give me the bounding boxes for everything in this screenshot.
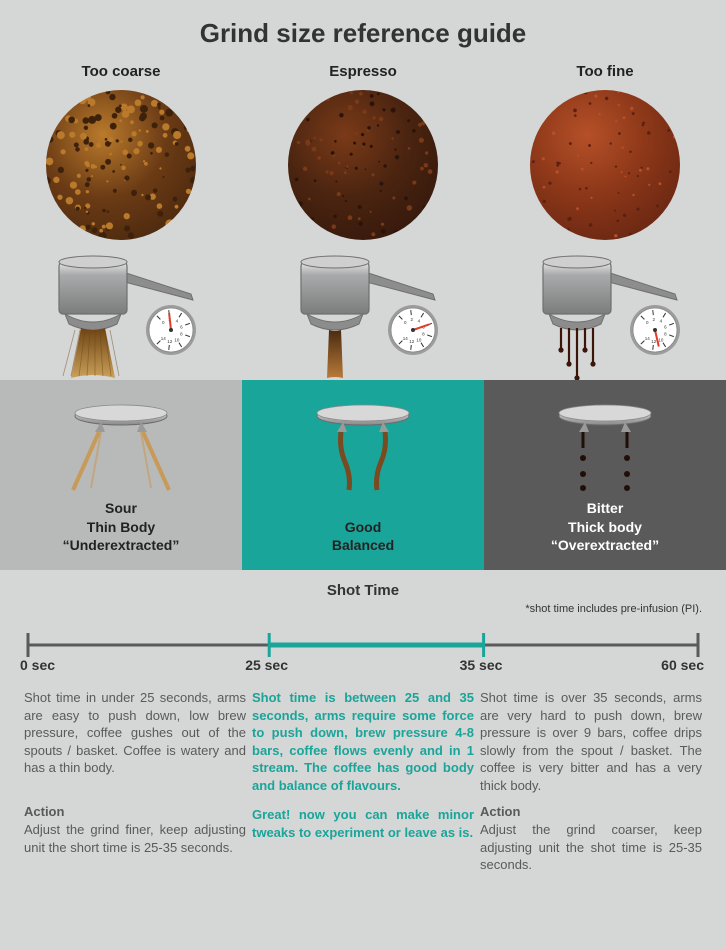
result-panel-2: BitterThick body“Overextracted” [484, 380, 726, 570]
tick-35sec: 35 sec [460, 657, 503, 673]
action-body-0: Adjust the grind finer, keep adjusting u… [24, 821, 246, 856]
tick-60sec: 60 sec [661, 657, 704, 673]
grind-label-row: Too coarse Espresso Too fine [0, 63, 726, 90]
action-head-2: Action [480, 804, 702, 819]
grind-sample-1 [242, 90, 484, 240]
svg-text:12: 12 [167, 339, 173, 344]
svg-text:12: 12 [409, 339, 415, 344]
shot-time-note: *shot time includes pre-infusion (PI). [0, 603, 726, 615]
portafilter-row: 02468101214 02468101214 [0, 250, 726, 380]
result-panel-0: SourThin Body“Underextracted” [0, 380, 242, 570]
result-text-1: GoodBalanced [332, 518, 394, 554]
tick-25sec: 25 sec [245, 657, 288, 673]
svg-text:14: 14 [403, 336, 409, 341]
description-1: Shot time is between 25 and 35 seconds, … [252, 689, 474, 794]
svg-text:10: 10 [658, 337, 664, 342]
svg-text:14: 14 [161, 336, 167, 341]
action-2: Action Adjust the grind coarser, keep adj… [480, 804, 702, 874]
portafilter-1: 02468101214 [242, 250, 484, 380]
action-head-0: Action [24, 804, 246, 819]
descriptions-row: Shot time in under 25 seconds, arms are … [0, 675, 726, 794]
description-2: Shot time is over 35 seconds, arms are v… [480, 689, 702, 794]
col-label-fine: Too fine [484, 63, 726, 80]
shot-time-title: Shot Time [0, 582, 726, 599]
grind-circles-row [0, 90, 726, 240]
grind-sample-0 [0, 90, 242, 240]
result-panels-row: SourThin Body“Underextracted” GoodBalanc… [0, 380, 726, 570]
svg-text:10: 10 [416, 337, 422, 342]
grind-sample-2 [484, 90, 726, 240]
svg-text:14: 14 [645, 336, 651, 341]
description-0: Shot time in under 25 seconds, arms are … [24, 689, 246, 794]
tick-0sec: 0 sec [20, 657, 55, 673]
action-0: Action Adjust the grind finer, keep adjus… [24, 804, 246, 874]
portafilter-0: 02468101214 [0, 250, 242, 380]
page-title: Grind size reference guide [0, 0, 726, 63]
action-body-2: Adjust the grind coarser, keep adjusting… [480, 821, 702, 874]
action-1: Great! now you can make minor tweaks to … [252, 804, 474, 874]
svg-text:10: 10 [174, 337, 180, 342]
portafilter-2: 02468101214 [484, 250, 726, 380]
action-body-1: Great! now you can make minor tweaks to … [252, 806, 474, 841]
col-label-espresso: Espresso [242, 63, 484, 80]
result-text-0: SourThin Body“Underextracted” [63, 499, 180, 554]
result-panel-1: GoodBalanced [242, 380, 484, 570]
result-text-2: BitterThick body“Overextracted” [551, 499, 659, 554]
col-label-coarse: Too coarse [0, 63, 242, 80]
actions-row: Action Adjust the grind finer, keep adjus… [0, 794, 726, 874]
shot-timeline: 0 sec 25 sec 35 sec 60 sec [0, 615, 726, 675]
svg-text:12: 12 [651, 339, 657, 344]
